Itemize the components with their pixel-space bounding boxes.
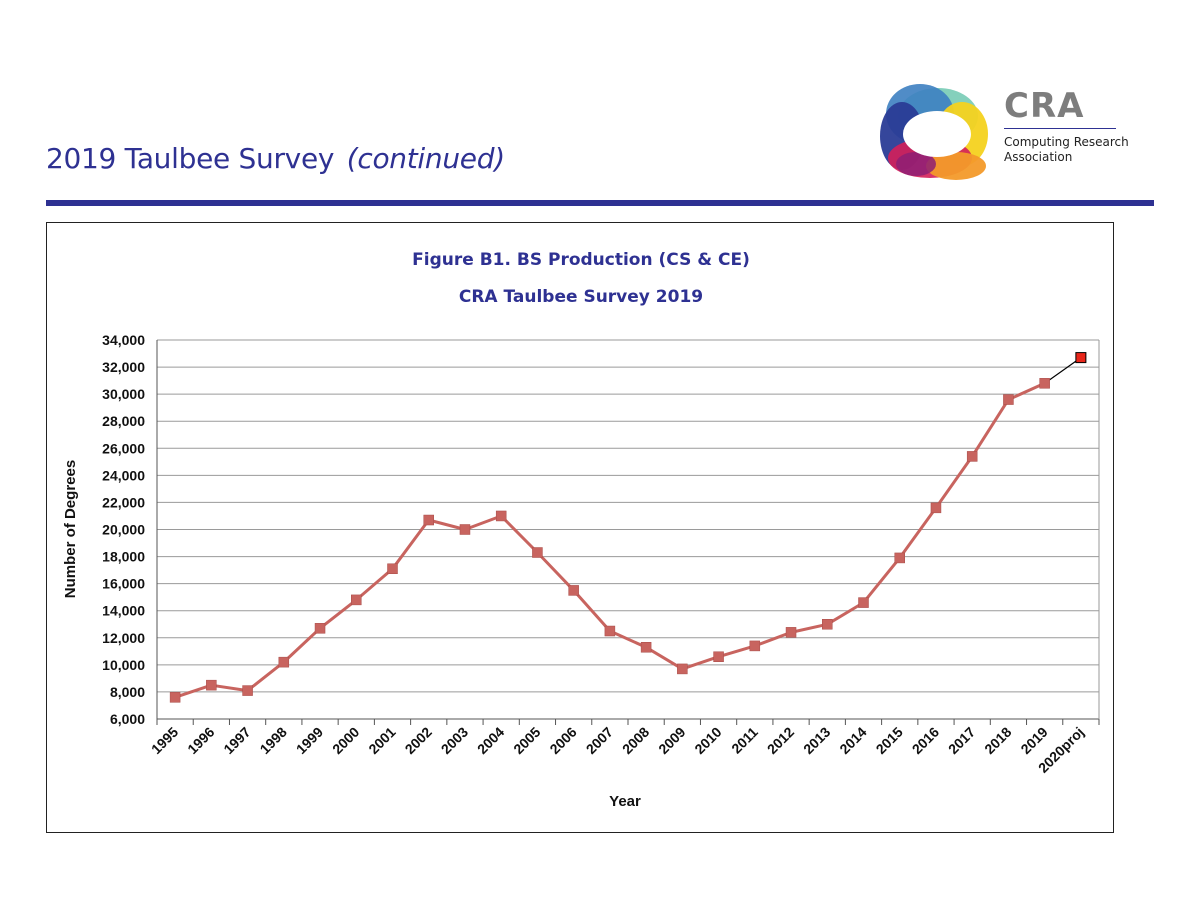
data-point xyxy=(387,563,398,575)
data-point xyxy=(351,594,362,606)
series-line xyxy=(174,381,1046,699)
y-tick-label: 20,000 xyxy=(102,522,145,538)
x-tick-label: 2004 xyxy=(474,724,507,757)
y-tick-label: 16,000 xyxy=(102,576,145,592)
data-point xyxy=(459,524,471,535)
chart-frame: Figure B1. BS Production (CS & CE) CRA T… xyxy=(46,222,1114,833)
x-tick-label: 2014 xyxy=(836,724,869,757)
data-point xyxy=(206,679,217,691)
data-point xyxy=(858,597,869,608)
x-tick-label: 1996 xyxy=(184,724,217,757)
y-tick-label: 10,000 xyxy=(102,657,145,673)
x-tick-label: 1997 xyxy=(220,724,253,757)
x-tick-label: 2007 xyxy=(583,724,616,757)
cra-ring-logo-icon xyxy=(880,84,988,180)
page-title: 2019 Taulbee Survey (continued) xyxy=(46,142,505,175)
x-tick-label: 2018 xyxy=(981,724,1014,757)
x-tick-label: 2019 xyxy=(1017,724,1050,757)
y-tick-label: 30,000 xyxy=(102,386,145,402)
x-tick-label: 2012 xyxy=(764,724,797,757)
x-tick-label: 2008 xyxy=(619,724,652,757)
x-tick-label: 2005 xyxy=(510,724,543,757)
x-tick-label: 2003 xyxy=(438,724,471,757)
data-point xyxy=(894,552,905,564)
logo-divider xyxy=(1004,128,1116,129)
data-point xyxy=(749,640,761,652)
x-tick-label: 1998 xyxy=(257,724,290,757)
x-tick-label: 2001 xyxy=(365,724,398,757)
x-tick-label: 2017 xyxy=(945,724,978,757)
data-point xyxy=(278,656,290,668)
series xyxy=(169,352,1087,703)
logo-name: CRA xyxy=(1004,86,1085,126)
data-point xyxy=(930,502,942,514)
x-tick-label: 1999 xyxy=(293,724,326,757)
x-tick-label: 2002 xyxy=(402,724,435,757)
data-point xyxy=(640,642,652,653)
x-tick-label: 2016 xyxy=(909,724,942,757)
y-tick-label: 34,000 xyxy=(102,332,145,348)
y-tick-label: 32,000 xyxy=(102,359,145,375)
data-point xyxy=(495,510,507,522)
y-tick-label: 12,000 xyxy=(102,630,145,646)
y-tick-label: 28,000 xyxy=(102,413,145,429)
y-tick-label: 18,000 xyxy=(102,549,145,565)
x-tick-label: 2010 xyxy=(691,724,724,757)
chart-title: Figure B1. BS Production (CS & CE) xyxy=(412,250,750,270)
data-point xyxy=(314,623,326,634)
x-tick-label: 2000 xyxy=(329,724,362,757)
data-point xyxy=(1003,394,1014,405)
data-point xyxy=(1039,378,1050,389)
data-point xyxy=(568,585,579,596)
x-tick-label: 2009 xyxy=(655,724,688,757)
projection-line xyxy=(1044,357,1082,384)
header-rule xyxy=(46,200,1154,206)
x-tick-label: 2015 xyxy=(873,724,906,757)
y-tick-label: 14,000 xyxy=(102,603,145,619)
data-point xyxy=(822,619,833,630)
y-tick-label: 24,000 xyxy=(102,467,145,483)
data-point xyxy=(532,547,543,558)
x-tick-label: 2011 xyxy=(728,724,761,757)
y-tick-label: 6,000 xyxy=(110,711,145,727)
bs-production-chart: Figure B1. BS Production (CS & CE) CRA T… xyxy=(62,250,1100,810)
chart-subtitle: CRA Taulbee Survey 2019 xyxy=(459,287,703,307)
projection-point xyxy=(1075,352,1087,364)
gridlines xyxy=(157,339,1099,720)
y-tick-label: 26,000 xyxy=(102,440,145,456)
axes: 6,000 8,000 10,000 12,000 14,000 16,000 18,000… xyxy=(102,332,1100,776)
data-point xyxy=(169,692,181,703)
x-tick-label: 2013 xyxy=(800,724,833,757)
x-tick-label: 1995 xyxy=(148,724,181,757)
y-axis-title: Number of Degrees xyxy=(62,460,79,598)
x-tick-label: 2006 xyxy=(546,724,579,757)
data-point xyxy=(604,625,616,637)
y-tick-label: 22,000 xyxy=(102,494,145,510)
data-point xyxy=(423,514,434,526)
page-title-suffix: (continued) xyxy=(346,142,505,175)
logo-subtitle: Computing Research Association xyxy=(1004,135,1129,164)
data-point xyxy=(677,663,688,675)
x-axis-title: Year xyxy=(609,793,641,810)
y-tick-label: 8,000 xyxy=(110,684,145,700)
data-point xyxy=(713,651,724,662)
data-point xyxy=(242,685,253,696)
data-point xyxy=(785,627,797,638)
data-point xyxy=(966,451,978,462)
page-title-main: 2019 Taulbee Survey xyxy=(46,142,335,175)
cra-logo: CRA Computing Research Association xyxy=(880,76,1140,186)
